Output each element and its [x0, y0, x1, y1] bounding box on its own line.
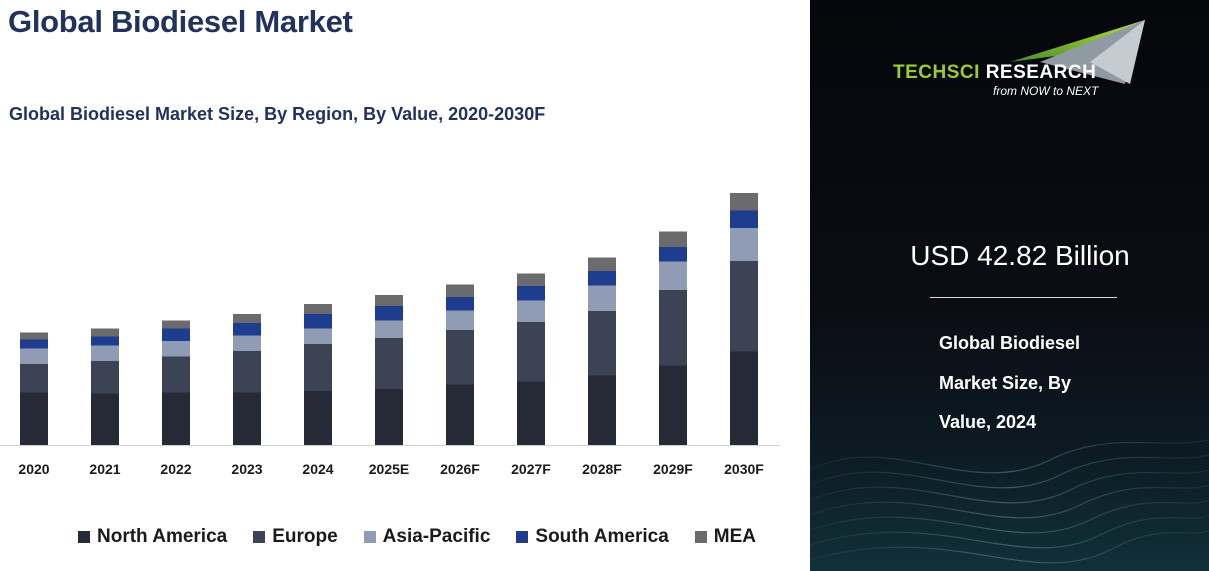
- logo-tagline: from NOW to NEXT: [993, 84, 1099, 98]
- bar-segment-2024-europe: [304, 344, 332, 391]
- bar-segment-2021-europe: [91, 361, 119, 394]
- bar-segment-2026F-asia-pacific: [446, 310, 474, 330]
- bar-segment-2020-asia-pacific: [20, 348, 48, 364]
- bar-segment-2022-asia-pacific: [162, 341, 190, 357]
- bar-segment-2030F-europe: [730, 261, 758, 352]
- bar-segment-2022-europe: [162, 356, 190, 393]
- bar-segment-2021-asia-pacific: [91, 345, 119, 361]
- x-tick-label: 2023: [231, 461, 262, 477]
- legend-item-asia-pacific: Asia-Pacific: [363, 526, 491, 548]
- bar-segment-2028F-europe: [588, 311, 616, 376]
- bar-segment-2021-mea: [91, 328, 119, 337]
- bar-segment-2028F-north-america: [588, 375, 616, 445]
- bar-segment-2022-north-america: [162, 392, 190, 445]
- bar-segment-2029F-mea: [659, 231, 687, 247]
- x-tick-label: 2022: [160, 461, 191, 477]
- x-tick-label: 2021: [89, 461, 120, 477]
- bar-segment-2030F-north-america: [730, 351, 758, 445]
- bar-segment-2030F-south-america: [730, 210, 758, 228]
- legend-label: MEA: [713, 526, 757, 547]
- bar-segment-2029F-europe: [659, 290, 687, 366]
- bar-segment-2027F-europe: [517, 322, 545, 382]
- logo-wordmark: TECHSCI RESEARCH: [893, 62, 1096, 84]
- bar-segment-2022-south-america: [162, 328, 190, 341]
- bar-segment-2029F-north-america: [659, 365, 687, 445]
- bar-segment-2027F-south-america: [517, 286, 545, 301]
- legend-swatch: [253, 531, 266, 543]
- bar-segment-2026F-mea: [446, 284, 474, 297]
- legend-swatch: [694, 531, 707, 543]
- bar-segment-2022-mea: [162, 320, 190, 329]
- legend-swatch: [516, 531, 529, 543]
- wave-background-graphic: [810, 439, 1209, 564]
- chart-panel: Global Biodiesel Market Global Biodiesel…: [0, 4, 780, 548]
- summary-panel: TECHSCI RESEARCH from NOW to NEXT USD 42…: [810, 0, 1209, 571]
- legend-label: South America: [535, 526, 669, 547]
- bar-segment-2023-mea: [233, 314, 261, 323]
- bar-segment-2028F-south-america: [588, 271, 616, 286]
- market-size-label-line3: Value, 2024: [939, 412, 1037, 432]
- legend-label: Europe: [272, 526, 338, 547]
- legend-item-south-america: South America: [516, 526, 669, 548]
- legend-swatch: [363, 531, 376, 543]
- x-tick-label: 2025E: [369, 461, 409, 477]
- chart-legend: North America Europe Asia-Pacific South Ame…: [78, 526, 756, 548]
- bar-segment-2025E-mea: [375, 295, 403, 306]
- bar-segment-2027F-north-america: [517, 381, 545, 445]
- market-size-label-line1: Global Biodiesel: [939, 333, 1081, 353]
- legend-item-europe: Europe: [253, 526, 338, 548]
- bar-segment-2023-europe: [233, 351, 261, 393]
- logo-brand-secondary: RESEARCH: [985, 62, 1097, 83]
- chart-subtitle: Global Biodiesel Market Size, By Region,…: [9, 104, 546, 124]
- x-tick-label: 2030F: [724, 461, 764, 477]
- x-tick-label: 2027F: [511, 461, 551, 477]
- bar-segment-2023-south-america: [233, 323, 261, 336]
- bar-segment-2023-asia-pacific: [233, 335, 261, 351]
- bar-segment-2026F-europe: [446, 330, 474, 385]
- bar-segment-2021-south-america: [91, 336, 119, 346]
- bar-segment-2024-asia-pacific: [304, 328, 332, 344]
- stat-divider: [930, 297, 1117, 298]
- market-size-value: USD 42.82 Billion: [910, 240, 1130, 271]
- bar-segment-2021-north-america: [91, 393, 119, 445]
- x-tick-label: 2024: [302, 461, 333, 477]
- legend-item-north-america: North America: [78, 526, 227, 548]
- market-size-label-line2: Market Size, By: [939, 372, 1072, 393]
- bar-segment-2023-north-america: [233, 392, 261, 445]
- legend-swatch: [78, 531, 90, 543]
- techsci-logo-icon: [1010, 20, 1145, 84]
- market-size-label: Global Biodiesel Market Size, By Value, …: [939, 324, 1139, 443]
- bar-segment-2020-europe: [20, 364, 48, 393]
- page-title: Global Biodiesel Market: [8, 4, 353, 39]
- bar-segment-2020-mea: [20, 332, 48, 340]
- bar-segment-2030F-asia-pacific: [730, 228, 758, 261]
- logo-brand-primary: TECHSCI: [893, 62, 980, 83]
- bar-segment-2024-north-america: [304, 391, 332, 445]
- legend-label: North America: [97, 526, 228, 547]
- bar-segment-2027F-asia-pacific: [517, 300, 545, 322]
- stacked-bar-chart: 2020 2021 2022 2023 2024 2025E 2026F 2027F 2028F…: [0, 193, 780, 477]
- bar-segment-2029F-south-america: [659, 247, 687, 262]
- bar-segment-2025E-europe: [375, 338, 403, 389]
- bar-segment-2024-mea: [304, 304, 332, 314]
- bar-segment-2026F-north-america: [446, 384, 474, 445]
- x-tick-label: 2029F: [653, 461, 693, 477]
- bar-segment-2027F-mea: [517, 273, 545, 286]
- x-tick-label: 2026F: [440, 461, 480, 477]
- bar-segment-2025E-north-america: [375, 389, 403, 445]
- bar-segment-2024-south-america: [304, 314, 332, 329]
- bar-segment-2028F-mea: [588, 257, 616, 271]
- x-tick-label: 2028F: [582, 461, 622, 477]
- legend-item-mea: MEA: [694, 526, 757, 548]
- bar-segment-2026F-south-america: [446, 297, 474, 311]
- bar-segment-2025E-asia-pacific: [375, 320, 403, 338]
- bar-segment-2025E-south-america: [375, 306, 403, 321]
- legend-label: Asia-Pacific: [382, 526, 491, 547]
- bar-segment-2030F-mea: [730, 193, 758, 211]
- bar-segment-2029F-asia-pacific: [659, 261, 687, 290]
- x-tick-label: 2020: [18, 461, 49, 477]
- bar-segment-2020-south-america: [20, 339, 48, 349]
- bar-segment-2028F-asia-pacific: [588, 285, 616, 311]
- bar-segment-2020-north-america: [20, 392, 48, 445]
